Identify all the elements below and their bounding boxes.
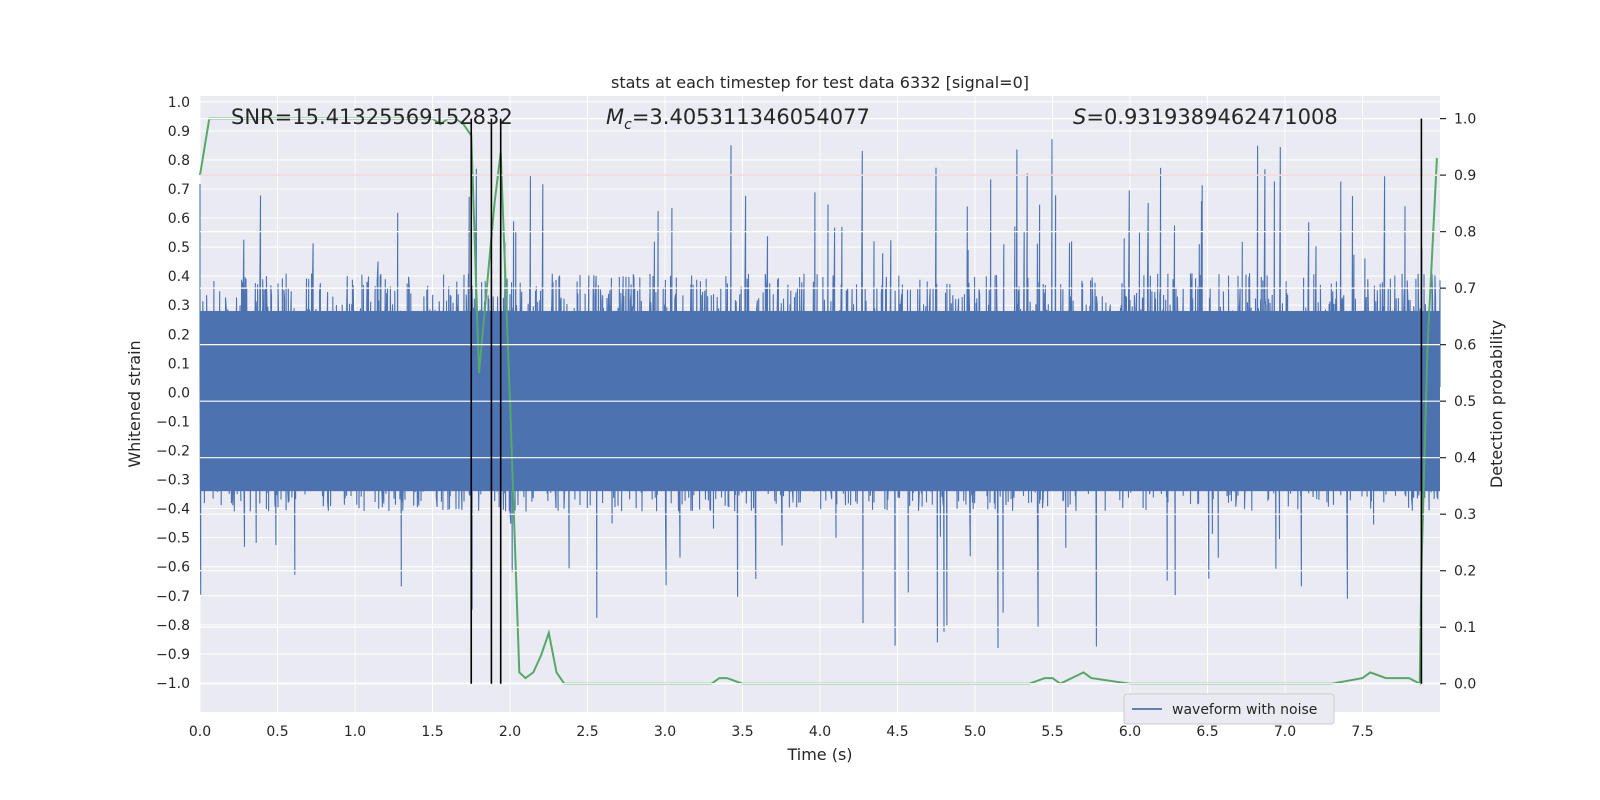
x-tick-label: 1.0 (344, 724, 366, 740)
y-tick-label: 0.3 (168, 298, 190, 314)
y-tick-label: −0.7 (156, 589, 190, 605)
legend-label: waveform with noise (1172, 702, 1317, 718)
y-tick-label: −1.0 (156, 676, 190, 692)
x-tick-label: 0.5 (266, 724, 288, 740)
snr-annotation: SNR=15.41325569152832 (231, 105, 513, 129)
y-tick-label: −0.9 (156, 647, 190, 663)
y-tick-label: −0.2 (156, 443, 190, 459)
x-axis-ticks: 0.0 0.5 1.0 1.5 2.0 2.5 3.0 3.5 4.0 4.5 5.0 5.5 6.0 6… (189, 724, 1374, 740)
x-axis-label: Time (s) (786, 745, 852, 764)
y-tick-label: −0.8 (156, 618, 190, 634)
chart-title: stats at each timestep for test data 633… (611, 73, 1029, 92)
y-tick-label: 0.8 (168, 153, 190, 169)
y-tick-label: −0.6 (156, 560, 190, 576)
vertical-markers (470, 118, 1423, 684)
right-tick-label: 0.7 (1454, 281, 1476, 297)
x-tick-label: 3.5 (731, 724, 753, 740)
x-tick-label: 2.5 (576, 724, 598, 740)
mc-symbol: M (606, 105, 624, 129)
x-tick-label: 6.0 (1119, 724, 1141, 740)
right-tick-label: 0.3 (1454, 507, 1476, 523)
x-tick-label: 4.5 (886, 724, 908, 740)
x-tick-label: 3.0 (654, 724, 676, 740)
s-symbol: S (1073, 105, 1086, 129)
x-tick-label: 4.0 (809, 724, 831, 740)
y-tick-label: −0.4 (156, 502, 190, 518)
x-tick-label: 7.0 (1274, 724, 1296, 740)
y-tick-label: 0.7 (168, 182, 190, 198)
right-axis-label: Detection probability (1487, 320, 1506, 488)
grid-right-axis (200, 118, 1440, 685)
chirp-mass-annotation: Mc=3.405311346054077 (606, 105, 870, 133)
y-tick-label: 0.2 (168, 327, 190, 343)
y-tick-label: 0.1 (168, 356, 190, 372)
y-tick-label: −0.5 (156, 531, 190, 547)
legend-box (1123, 693, 1335, 725)
right-tick-label: 0.5 (1454, 394, 1476, 410)
y-tick-label: 1.0 (168, 95, 190, 111)
x-tick-label: 1.5 (421, 724, 443, 740)
right-tick-label: 0.0 (1454, 677, 1476, 693)
legend: waveform with noise (1123, 693, 1335, 725)
x-tick-label: 2.0 (499, 724, 521, 740)
x-tick-label: 0.0 (189, 724, 211, 740)
s-value: =0.9319389462471008 (1086, 105, 1337, 129)
right-tick-label: 0.1 (1454, 620, 1476, 636)
y-tick-label: −0.3 (156, 473, 190, 489)
mc-subscript: c (624, 117, 632, 133)
y-tick-label: 0.6 (168, 211, 190, 227)
x-tick-label: 5.0 (964, 724, 986, 740)
right-tick-label: 0.8 (1454, 225, 1476, 241)
x-tick-label: 6.5 (1196, 724, 1218, 740)
mc-value: =3.405311346054077 (632, 105, 870, 129)
y-tick-label: −0.1 (156, 414, 190, 430)
right-tick-label: 0.6 (1454, 338, 1476, 354)
right-tick-label: 1.0 (1454, 112, 1476, 128)
y-axis-label: Whitened strain (125, 340, 144, 467)
s-annotation: S=0.9319389462471008 (1073, 105, 1338, 129)
right-axis-ticks: 1.0 0.9 0.8 0.7 0.6 0.5 0.4 0.3 0.2 0.1 0.0 (1440, 112, 1476, 693)
y-tick-label: 0.9 (168, 124, 190, 140)
y-tick-label: 0.0 (168, 385, 190, 401)
x-tick-label: 7.5 (1351, 724, 1373, 740)
y-tick-label: 0.4 (168, 269, 190, 285)
right-tick-label: 0.4 (1454, 451, 1476, 467)
right-tick-label: 0.9 (1454, 168, 1476, 184)
y-tick-label: 0.5 (168, 240, 190, 256)
x-tick-label: 5.5 (1041, 724, 1063, 740)
right-tick-label: 0.2 (1454, 564, 1476, 580)
y-axis-ticks: 1.0 0.9 0.8 0.7 0.6 0.5 0.4 0.3 0.2 0.1 0.0 −0.1 −0.… (156, 95, 190, 692)
